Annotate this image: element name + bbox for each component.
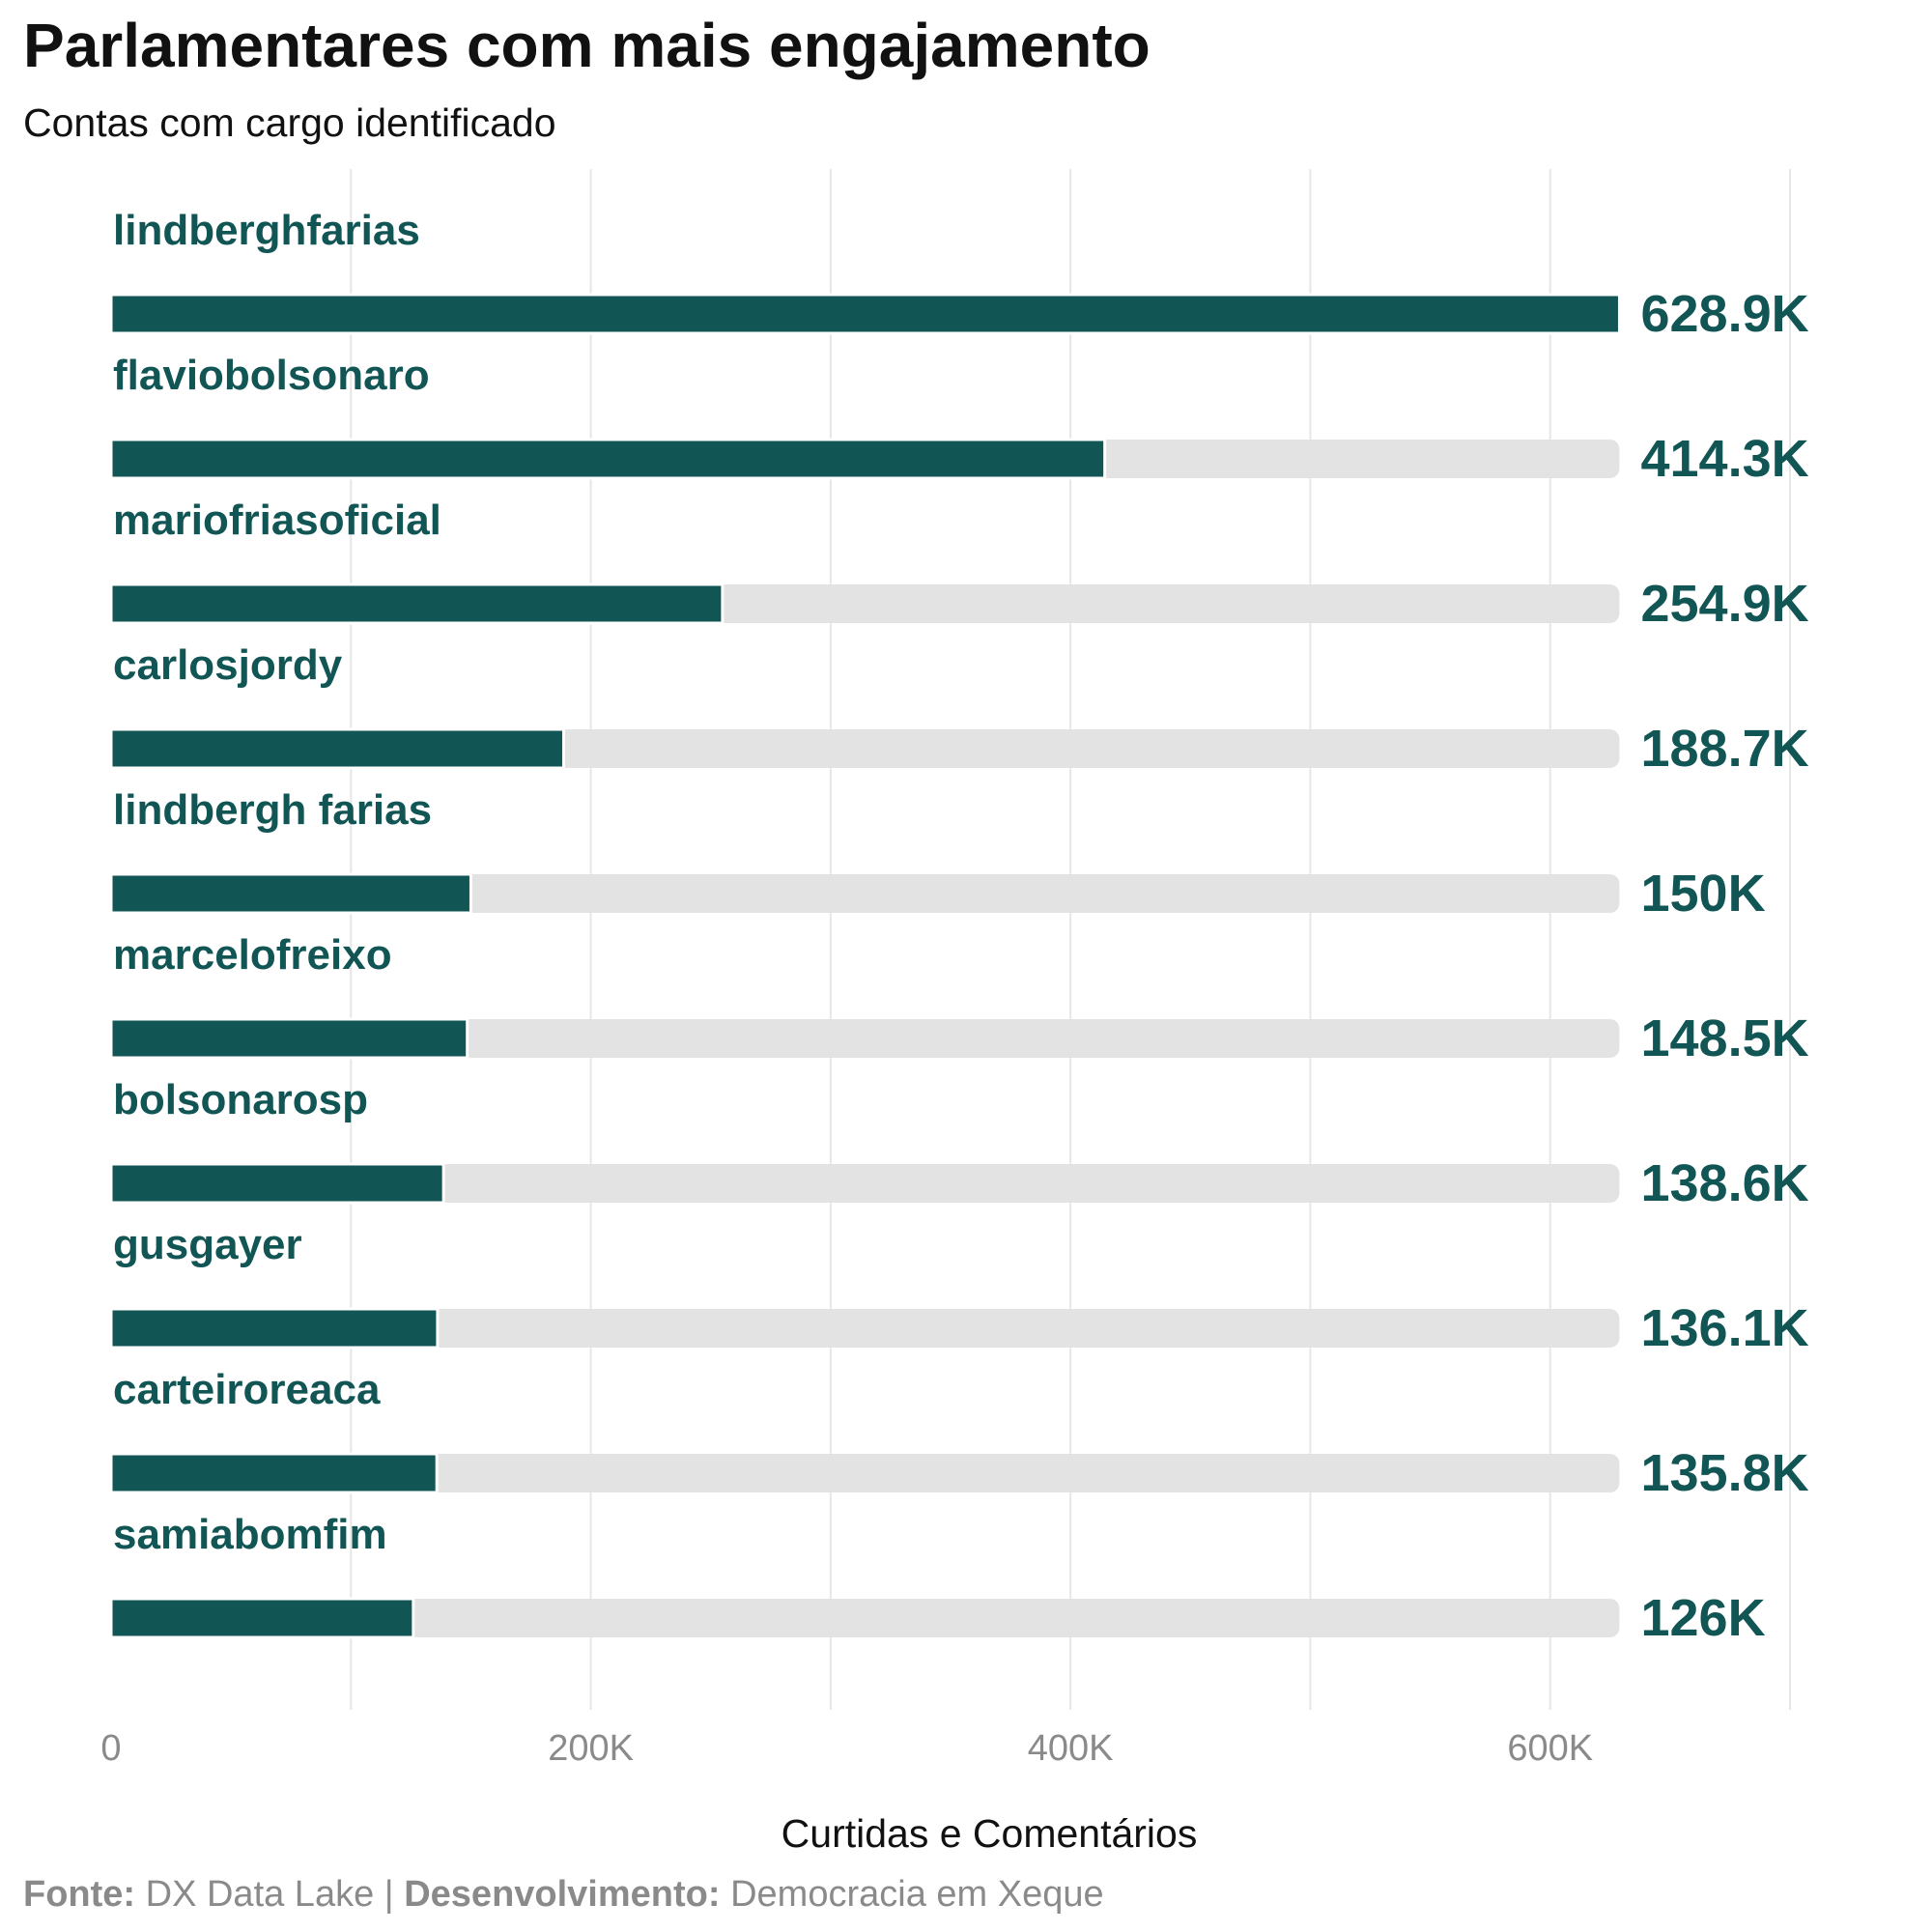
bar-value-label: 148.5K bbox=[1640, 1009, 1808, 1067]
bar bbox=[109, 1307, 440, 1350]
bar bbox=[109, 1162, 445, 1205]
chart-subtitle: Contas com cargo identificado bbox=[23, 100, 556, 145]
bar-track bbox=[111, 1599, 1620, 1637]
bar-category-label: bolsonarosp bbox=[113, 1076, 368, 1123]
dev-label: Desenvolvimento: bbox=[404, 1874, 721, 1915]
bar bbox=[109, 438, 1107, 480]
bar-category-label: mariofriasoficial bbox=[113, 497, 441, 544]
bar-category-label: flaviobolsonaro bbox=[113, 352, 430, 399]
bar-value-label: 254.9K bbox=[1640, 575, 1808, 633]
bar-track bbox=[111, 1454, 1620, 1492]
bar-value-label: 150K bbox=[1640, 865, 1765, 923]
bar-category-label: gusgayer bbox=[113, 1221, 302, 1268]
bar-category-label: carteiroreaca bbox=[113, 1366, 381, 1413]
bar-category-label: lindbergh farias bbox=[113, 786, 432, 834]
bar-value-label: 138.6K bbox=[1640, 1154, 1808, 1212]
bar-value-label: 135.8K bbox=[1640, 1444, 1808, 1502]
bar-track bbox=[111, 1164, 1620, 1203]
bar-value-label: 414.3K bbox=[1640, 430, 1808, 488]
bar-value-label: 628.9K bbox=[1640, 285, 1808, 343]
bar bbox=[109, 1017, 469, 1060]
bar bbox=[109, 727, 566, 770]
bar bbox=[109, 872, 472, 915]
bar-category-label: lindberghfarias bbox=[113, 207, 420, 254]
bar bbox=[109, 582, 724, 625]
bar-category-label: marcelofreixo bbox=[113, 931, 392, 979]
source-label: Fonte: bbox=[23, 1874, 136, 1915]
chart-caption: Fonte: DX Data Lake | Desenvolvimento: D… bbox=[23, 1874, 1104, 1916]
bar-value-label: 136.1K bbox=[1640, 1299, 1808, 1357]
bar-track bbox=[111, 1309, 1620, 1348]
source-value: DX Data Lake bbox=[145, 1874, 375, 1915]
bar-category-label: carlosjordy bbox=[113, 641, 343, 689]
bar bbox=[109, 1452, 439, 1494]
x-tick-label: 0 bbox=[100, 1728, 121, 1769]
bar-category-label: samiabomfim bbox=[113, 1511, 387, 1558]
bar-track bbox=[111, 1019, 1620, 1058]
dev-value: Democracia em Xeque bbox=[730, 1874, 1104, 1915]
bar-value-label: 126K bbox=[1640, 1589, 1765, 1647]
x-axis-title: Curtidas e Comentários bbox=[781, 1811, 1198, 1856]
caption-separator: | bbox=[384, 1874, 394, 1915]
x-tick-label: 400K bbox=[1028, 1728, 1114, 1769]
bar-value-label: 188.7K bbox=[1640, 720, 1808, 778]
bar-track bbox=[111, 874, 1620, 913]
chart-title: Parlamentares com mais engajamento bbox=[23, 11, 1151, 80]
bar bbox=[109, 293, 1621, 335]
x-tick-label: 600K bbox=[1507, 1728, 1593, 1769]
x-tick-label: 200K bbox=[548, 1728, 634, 1769]
bar bbox=[109, 1597, 415, 1639]
